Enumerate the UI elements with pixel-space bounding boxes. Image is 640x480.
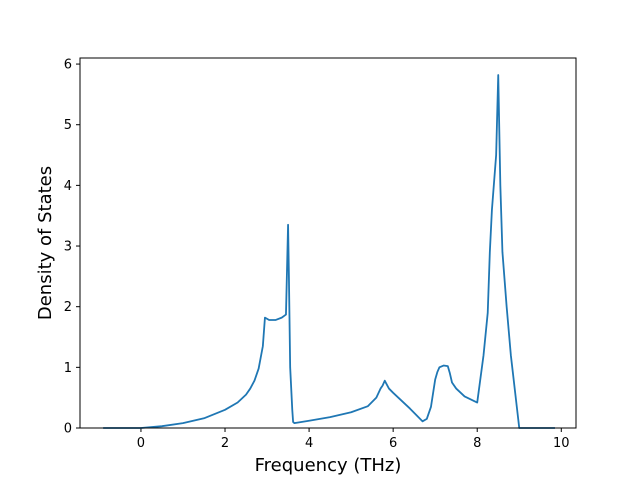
x-tick-label: 6 (389, 436, 397, 451)
y-tick-label: 0 (64, 422, 72, 437)
x-tick-label: 8 (473, 436, 481, 451)
plot-area (80, 58, 576, 428)
y-tick-label: 3 (64, 240, 72, 255)
y-tick-label: 1 (64, 361, 72, 376)
y-tick-label: 6 (64, 58, 72, 73)
x-axis-ticks: 0 2 4 6 8 10 (137, 428, 570, 451)
x-axis-label: Frequency (THz) (255, 455, 402, 476)
x-tick-label: 10 (553, 436, 570, 451)
y-axis-label: Density of States (35, 166, 56, 320)
x-tick-label: 0 (137, 436, 145, 451)
y-tick-label: 5 (64, 118, 72, 133)
series-line (103, 74, 555, 429)
y-axis-ticks: 0 1 2 3 4 5 6 (64, 58, 80, 437)
y-tick-label: 2 (64, 300, 72, 315)
y-tick-label: 4 (64, 179, 72, 194)
x-tick-label: 4 (305, 436, 313, 451)
axes-frame (79, 57, 577, 429)
x-tick-label: 2 (221, 436, 229, 451)
